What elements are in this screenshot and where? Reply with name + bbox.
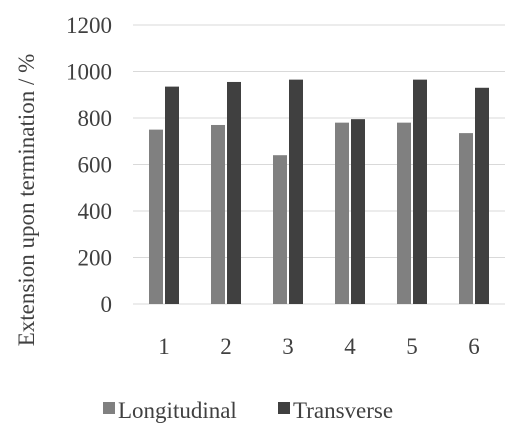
- y-tick-label: 400: [78, 199, 113, 224]
- y-tick-label: 1200: [66, 13, 112, 38]
- x-tick-label: 3: [282, 334, 294, 359]
- y-tick-label: 1000: [66, 60, 112, 85]
- bar-longitudinal-5: [397, 122, 411, 305]
- x-tick-label: 6: [468, 334, 480, 359]
- bar-longitudinal-2: [211, 124, 225, 304]
- y-axis-title: Extension upon termination / %: [14, 54, 39, 347]
- y-tick-label: 0: [101, 292, 113, 317]
- x-tick-label: 5: [406, 334, 418, 359]
- bar-longitudinal-1: [149, 129, 163, 304]
- bar-longitudinal-6: [459, 133, 473, 304]
- y-tick-label: 800: [78, 106, 113, 131]
- legend: Longitudinal Transverse: [103, 398, 393, 423]
- bar-longitudinal-3: [273, 155, 287, 304]
- x-tick-labels: 1 2 3 4 5 6: [158, 334, 480, 359]
- bar-transverse-6: [475, 87, 489, 305]
- bars: [149, 79, 489, 305]
- bar-longitudinal-4: [335, 122, 349, 305]
- legend-swatch: [278, 402, 290, 414]
- bar-transverse-5: [413, 79, 427, 304]
- y-tick-label: 200: [78, 246, 113, 271]
- bar-transverse-3: [289, 79, 303, 304]
- x-tick-label: 1: [158, 334, 170, 359]
- y-tick-label: 600: [78, 153, 113, 178]
- legend-swatch: [103, 402, 115, 414]
- legend-label: Transverse: [293, 398, 393, 423]
- legend-label: Longitudinal: [118, 398, 237, 423]
- bar-transverse-4: [351, 119, 365, 304]
- y-tick-labels: 0 200 400 600 800 1000 1200: [66, 13, 112, 317]
- x-tick-label: 2: [220, 334, 232, 359]
- bar-transverse-1: [165, 86, 179, 304]
- bar-transverse-2: [227, 81, 241, 305]
- x-tick-label: 4: [344, 334, 356, 359]
- gridlines: [133, 24, 505, 305]
